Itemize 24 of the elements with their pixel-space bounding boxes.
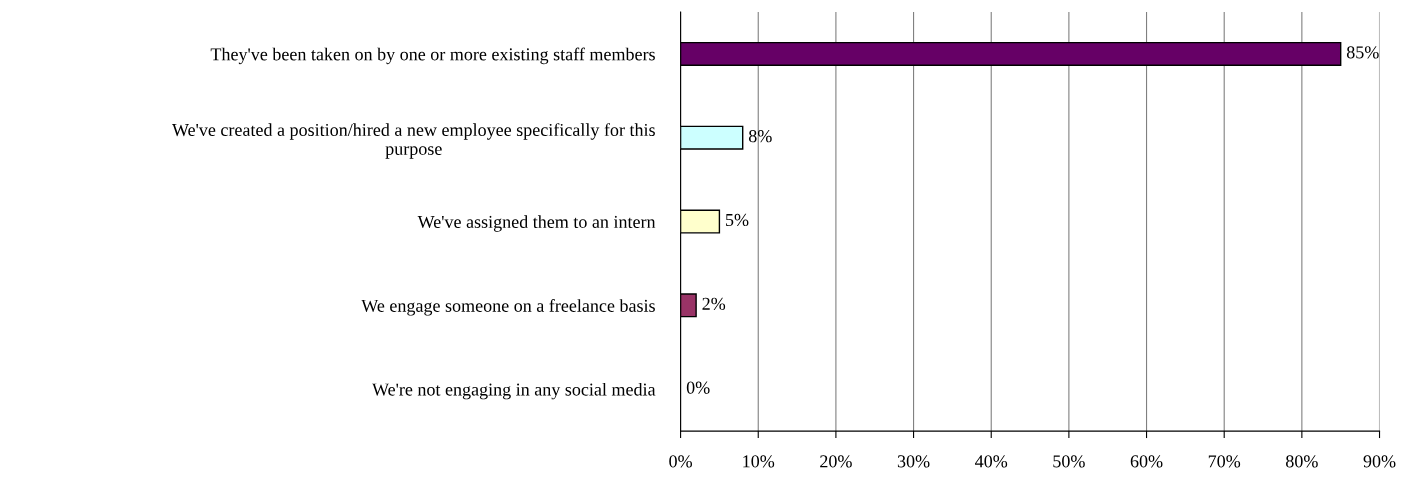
y-tick-label: We're not engaging in any social media (372, 382, 656, 400)
data-label: 2% (702, 297, 726, 310)
x-tick-label: 30% (897, 455, 930, 468)
x-tick-label: 60% (1130, 455, 1163, 468)
data-label: 0% (686, 381, 710, 394)
x-tick-label: 40% (975, 455, 1008, 468)
bar (680, 125, 744, 150)
y-tick-label: We've assigned them to an intern (417, 215, 656, 232)
bar (680, 209, 721, 234)
x-tick-label: 20% (820, 455, 852, 468)
y-tick-label: They've been taken on by one or more existing staff members (210, 47, 655, 65)
x-tick-label: 10% (743, 455, 775, 468)
bar (680, 41, 1342, 66)
x-tick-label: 0% (669, 455, 692, 468)
data-label: 85% (1346, 46, 1379, 59)
y-tick-label: We've created a position/hired a new employee specifically for this purpose (171, 123, 655, 159)
x-tick-label: 90% (1363, 455, 1396, 468)
x-tick-label: 50% (1053, 455, 1085, 468)
data-label: 5% (726, 213, 749, 227)
x-tick-label: 80% (1286, 455, 1318, 468)
y-tick-label: We engage someone on a freelance basis (361, 299, 655, 316)
bar (680, 293, 697, 318)
x-tick-label: 70% (1208, 455, 1241, 468)
data-label: 8% (748, 130, 772, 143)
